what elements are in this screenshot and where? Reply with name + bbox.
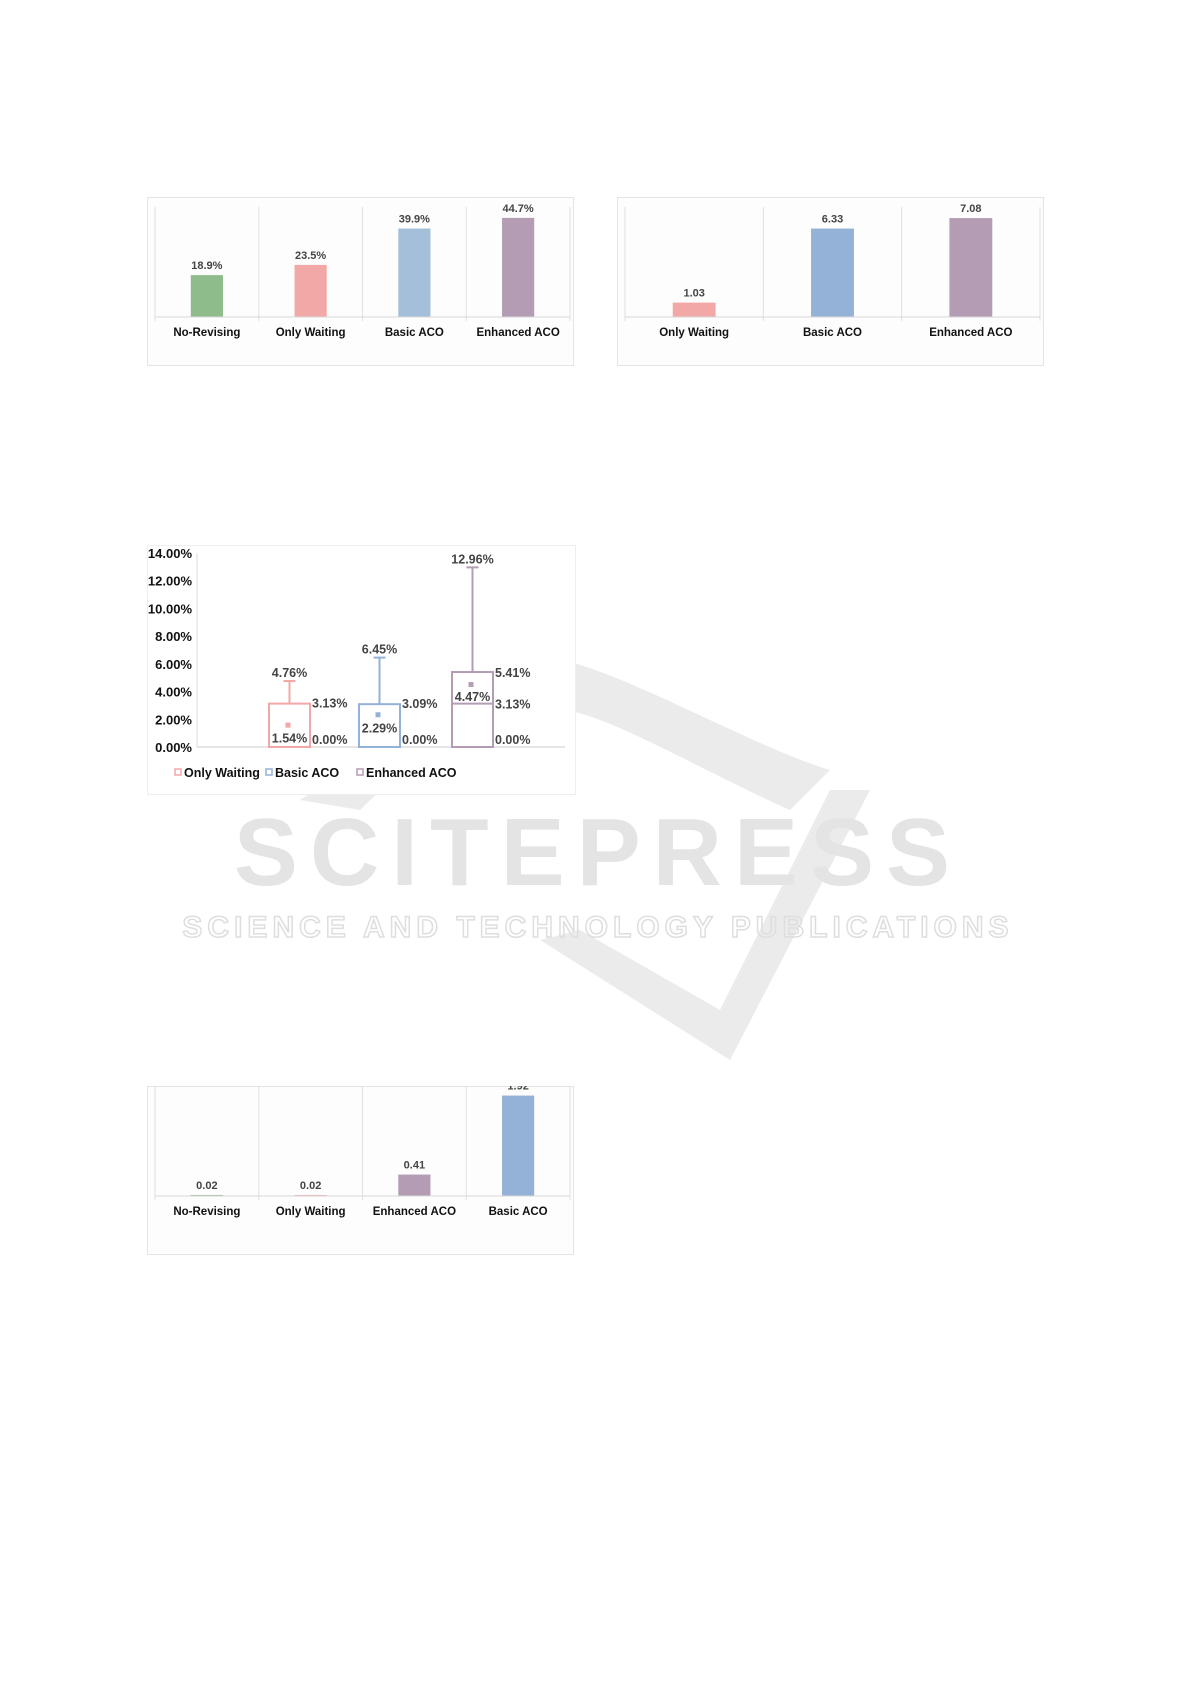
- min-label: 0.00%: [312, 733, 347, 747]
- category-label: Only Waiting: [659, 327, 729, 339]
- bar: [294, 264, 327, 317]
- mean-marker: [375, 712, 381, 718]
- data-label: 39.9%: [399, 214, 430, 226]
- max-label: 12.96%: [451, 552, 493, 566]
- category-label: No-Revising: [173, 1206, 240, 1218]
- bar: [190, 275, 223, 317]
- bar: [502, 1095, 535, 1196]
- data-label: 18.9%: [191, 260, 222, 272]
- median-label: 3.13%: [495, 698, 530, 712]
- data-label: 1.03: [683, 288, 704, 300]
- y-tick-label: 12.00%: [148, 574, 193, 589]
- watermark-subtitle: SCIENCE AND TECHNOLOGY PUBLICATIONS: [182, 911, 1013, 944]
- watermark-title: SCITEPRESS: [234, 799, 962, 906]
- data-label: 0.02: [300, 1180, 321, 1192]
- max-label: 4.76%: [272, 666, 307, 680]
- legend-label: Enhanced ACO: [366, 766, 457, 780]
- mean-label: 1.54%: [272, 732, 307, 746]
- legend-swatch: [356, 768, 364, 776]
- category-label: Basic ACO: [489, 1206, 548, 1218]
- data-label: 23.5%: [295, 250, 326, 262]
- category-label: Basic ACO: [803, 327, 862, 339]
- category-label: Enhanced ACO: [373, 1206, 456, 1218]
- bar: [398, 228, 431, 317]
- legend-label: Basic ACO: [275, 766, 339, 780]
- data-label: 6.33: [822, 214, 843, 226]
- q3-label: 3.13%: [312, 697, 347, 711]
- category-label: No-Revising: [173, 327, 240, 339]
- y-tick-label: 6.00%: [155, 657, 192, 672]
- category-label: Only Waiting: [276, 1206, 346, 1218]
- mean-marker: [468, 682, 474, 688]
- bar: [949, 218, 993, 317]
- data-label: 7.08: [960, 203, 981, 215]
- box: [358, 703, 401, 749]
- bar: [502, 217, 535, 317]
- min-label: 0.00%: [402, 733, 437, 747]
- y-tick-label: 10.00%: [148, 601, 193, 616]
- y-tick-label: 8.00%: [155, 629, 192, 644]
- chart-frame: [147, 545, 576, 795]
- min-label: 0.00%: [495, 733, 530, 747]
- data-label: 0.02: [196, 1180, 217, 1192]
- data-label: 1.92: [507, 1086, 528, 1093]
- watermark-swoosh: [300, 660, 870, 1060]
- bar: [190, 1194, 223, 1196]
- category-label: Enhanced ACO: [476, 327, 559, 339]
- category-label: Basic ACO: [385, 327, 444, 339]
- max-label: 6.45%: [362, 643, 397, 657]
- q3-label: 3.09%: [402, 697, 437, 711]
- mean-label: 4.47%: [455, 690, 490, 704]
- bar-chart-2: 1.03 Only Waiting 6.33 Basic ACO 7.08 Enhance…: [617, 197, 1044, 366]
- mean-marker: [285, 722, 291, 728]
- data-label: 0.41: [404, 1160, 425, 1172]
- mean-label: 2.29%: [362, 721, 397, 735]
- y-tick-label: 2.00%: [155, 712, 192, 727]
- bar-chart-3: 0.02 No-Revising 0.02 Only Waiting 0.41 Enhan…: [147, 1086, 574, 1255]
- y-tick-label: 0.00%: [155, 740, 192, 755]
- data-label: 44.7%: [503, 203, 534, 215]
- legend-label: Only Waiting: [184, 766, 260, 780]
- legend-swatch: [174, 768, 182, 776]
- bar: [811, 228, 854, 317]
- q3-label: 5.41%: [495, 666, 530, 680]
- category-label: Enhanced ACO: [929, 327, 1012, 339]
- bar: [294, 1194, 327, 1196]
- category-label: Only Waiting: [276, 327, 346, 339]
- box-plot-chart: 0.00% 2.00% 4.00% 6.00% 8.00% 10.00% 12.00% 14.…: [147, 545, 576, 795]
- legend-swatch: [265, 768, 273, 776]
- y-tick-label: 4.00%: [155, 685, 192, 700]
- y-tick-label: 14.00%: [148, 546, 193, 561]
- bar: [398, 1174, 431, 1196]
- bar-chart-1: 18.9% No-Revising 23.5% Only Waiting 39.9% Ba…: [147, 197, 574, 366]
- bar: [672, 302, 716, 317]
